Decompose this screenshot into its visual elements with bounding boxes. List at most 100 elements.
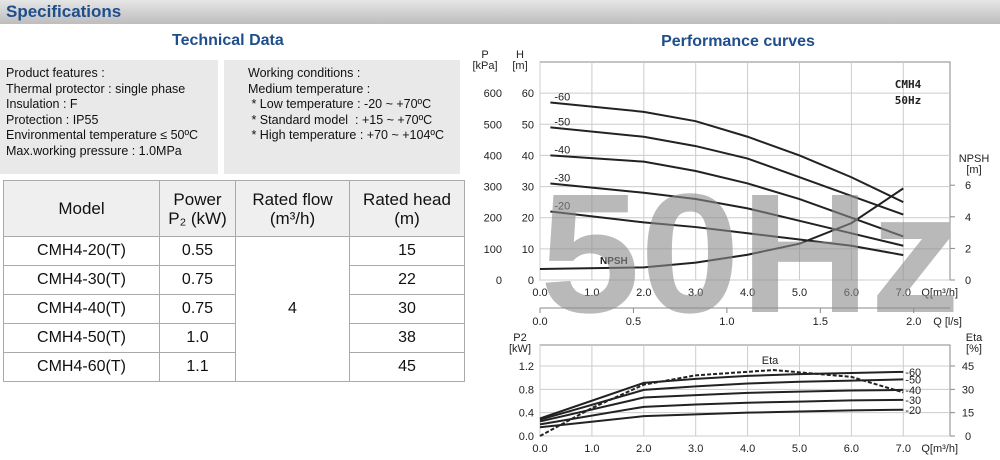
npsh-label: NPSH (600, 256, 628, 267)
y-tick-label: 20 (522, 213, 534, 225)
p-tick-label: 300 (484, 182, 502, 194)
model-label: CMH4 (895, 78, 922, 91)
header-line: Rated flow (252, 189, 333, 209)
x-tick-label: 5.0 (792, 287, 807, 299)
model-cell: CMH4-40(T) (3, 294, 160, 324)
x-tick-label: 4.0 (740, 443, 755, 455)
condition-line: Working conditions : (248, 66, 361, 80)
header-line: Model (58, 199, 105, 218)
features-box: Product features : Thermal protector : si… (0, 60, 218, 174)
power-cell: 0.75 (159, 265, 236, 295)
x-tick-label: 0.0 (532, 287, 547, 299)
header-line: (m³/h) (269, 208, 316, 228)
curve (550, 126, 904, 216)
header-title: Specifications (6, 2, 122, 21)
p-tick-label: 400 (484, 150, 502, 162)
header-line: (m) (394, 208, 420, 228)
x-axis-label: Q[m³/h] (921, 443, 958, 455)
x-tick-label: 1.0 (584, 443, 599, 455)
x-tick-label: 2.0 (636, 287, 651, 299)
spec-table: Model Power P₂ (kW) Rated flow (m³/h) Rated h… (3, 180, 465, 382)
y2-tick-label: 2 (965, 243, 971, 255)
header-line: Power (173, 189, 222, 209)
perf-title: Performance curves (661, 33, 815, 50)
y2-axis-label: [m] (966, 164, 981, 176)
curve-label: -30 (554, 172, 570, 184)
head-cell: 15 (349, 236, 465, 266)
conditions-box: Working conditions : Medium temperature :… (224, 60, 460, 174)
x-tick-label: 0.0 (532, 443, 547, 455)
curve-label: -20 (554, 200, 570, 212)
x-tick-label: 6.0 (844, 287, 859, 299)
x-tick-label: 7.0 (896, 443, 911, 455)
curve (550, 182, 904, 247)
curve (539, 370, 904, 420)
y2-axis-label: [%] (966, 343, 982, 355)
x2-tick-label: 0.5 (626, 316, 641, 328)
p-axis-label: [kPa] (472, 60, 497, 72)
curve (539, 408, 904, 429)
table-row: CMH4-40(T) 0.75 30 (3, 294, 465, 324)
y2-tick-label: 30 (962, 384, 974, 396)
y2-tick-label: 45 (962, 361, 974, 373)
p-tick-label: 0 (496, 275, 502, 287)
table-row: CMH4-20(T) 0.55 4 15 (3, 236, 465, 382)
x-tick-label: 7.0 (896, 287, 911, 299)
y-tick-label: 10 (522, 244, 534, 256)
tech-title: Technical Data (172, 32, 284, 49)
head-cell: 22 (349, 265, 465, 295)
power-cell: 0.55 (159, 236, 236, 266)
y2-axis-label: Eta (966, 332, 983, 344)
head-cell: 38 (349, 323, 465, 353)
flow-cell: 4 (235, 236, 350, 382)
y-tick-label: 30 (522, 182, 534, 194)
header-bar: Specifications (0, 0, 1000, 24)
table-row: CMH4-60(T) 1.1 45 (3, 352, 465, 382)
y-tick-label: 50 (522, 119, 534, 131)
curve-label: -50 (905, 374, 921, 386)
x-tick-label: 6.0 (844, 443, 859, 455)
y-tick-label: 40 (522, 150, 534, 162)
y2-tick-label: 15 (962, 408, 974, 420)
x-tick-label: 1.0 (584, 287, 599, 299)
p-axis-label: P (481, 49, 488, 61)
curve-label: -50 (554, 116, 570, 128)
x2-tick-label: 2.0 (906, 316, 921, 328)
curve-label: -30 (905, 395, 921, 407)
x-axis-label: Q[m³/h] (921, 287, 958, 299)
x2-tick-label: 0.0 (532, 316, 547, 328)
curve-label: -40 (554, 144, 570, 156)
y-tick-label: 1.2 (519, 361, 534, 373)
y-axis-label: H (516, 49, 524, 61)
power-cell: 0.75 (159, 294, 236, 324)
y-axis-label: [m] (512, 60, 527, 72)
condition-line: * Low temperature : -20 ~ +70ºC (248, 97, 432, 112)
curve (539, 398, 904, 426)
performance-chart: Performance curves 0.0 1.0 2.0 3.0 4.0 5.0 6.0 7… (472, 33, 989, 455)
curve (539, 388, 904, 423)
header-line: Rated head (363, 189, 451, 209)
header-line: P₂ (kW) (168, 208, 227, 228)
x-tick-label: 4.0 (740, 287, 755, 299)
p-tick-label: 500 (484, 119, 502, 131)
feature-line: Environmental temperature ≤ 50ºC (6, 128, 199, 143)
feature-line: Thermal protector : single phase (6, 81, 186, 96)
y2-tick-label: 0 (965, 275, 971, 287)
eta-label: Eta (762, 355, 779, 367)
head-cell: 30 (349, 294, 465, 324)
condition-line: * High temperature : +70 ~ +104ºC (248, 128, 445, 143)
y-axis-label: [kW] (509, 343, 531, 355)
x-tick-label: 3.0 (688, 287, 703, 299)
x-tick-label: 3.0 (688, 443, 703, 455)
y-tick-label: 0 (528, 275, 534, 287)
x2-tick-label: 1.5 (813, 316, 828, 328)
power-cell: 1.1 (159, 352, 236, 382)
curve-label: -60 (905, 367, 921, 379)
y-axis-label: P2 (513, 332, 526, 344)
freq-label: 50Hz (895, 94, 922, 107)
head-cell: 45 (349, 352, 465, 382)
condition-line: Medium temperature : (248, 81, 371, 96)
feature-line: Protection : IP55 (6, 112, 99, 127)
feature-line: Product features : (6, 66, 105, 80)
